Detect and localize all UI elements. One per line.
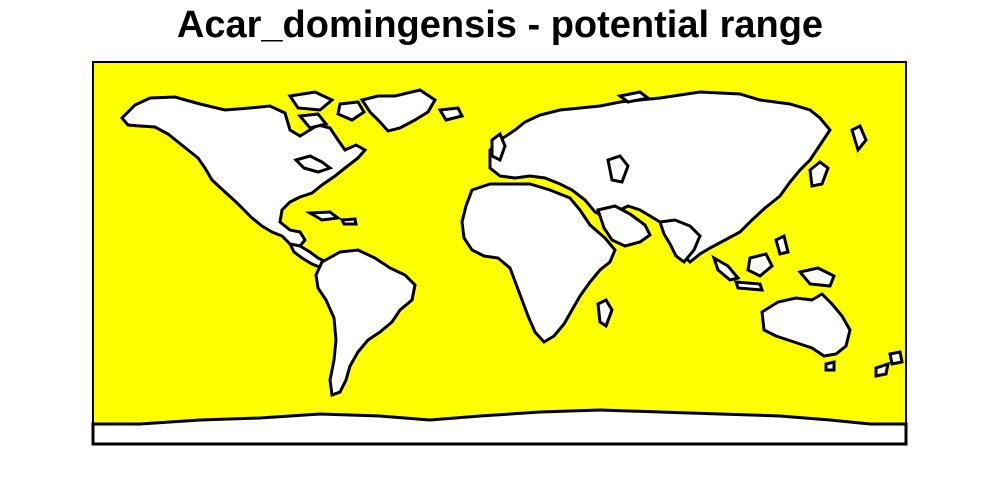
greenland (359, 88, 438, 133)
java (733, 280, 765, 292)
madagascar (596, 298, 614, 329)
arctic-island-3 (297, 112, 329, 130)
sumatra (711, 254, 741, 282)
new-zealand-north (888, 350, 904, 366)
cuba (304, 210, 342, 222)
india (658, 218, 702, 265)
arctic-island-1 (287, 90, 335, 112)
europe (488, 90, 832, 265)
australia (760, 292, 852, 358)
caspian-sea (606, 154, 630, 184)
great-britain (490, 131, 507, 163)
svalbard (616, 90, 652, 104)
map-title: Acar_domingensis - potential range (176, 4, 824, 46)
great-lakes (293, 154, 334, 174)
arctic-island-2 (336, 100, 367, 122)
new-zealand-south (874, 361, 890, 378)
borneo (746, 252, 774, 278)
south-america (314, 248, 417, 398)
north-america (119, 95, 368, 248)
japan (808, 160, 830, 188)
tasmania (824, 360, 836, 372)
arabia (596, 204, 652, 248)
hispaniola (339, 217, 358, 226)
africa (460, 182, 617, 344)
sakhalin (850, 123, 868, 154)
landmasses (91, 88, 908, 446)
antarctica (91, 408, 908, 446)
new-guinea (797, 266, 836, 288)
philippines (774, 233, 790, 256)
iceland (437, 106, 465, 122)
